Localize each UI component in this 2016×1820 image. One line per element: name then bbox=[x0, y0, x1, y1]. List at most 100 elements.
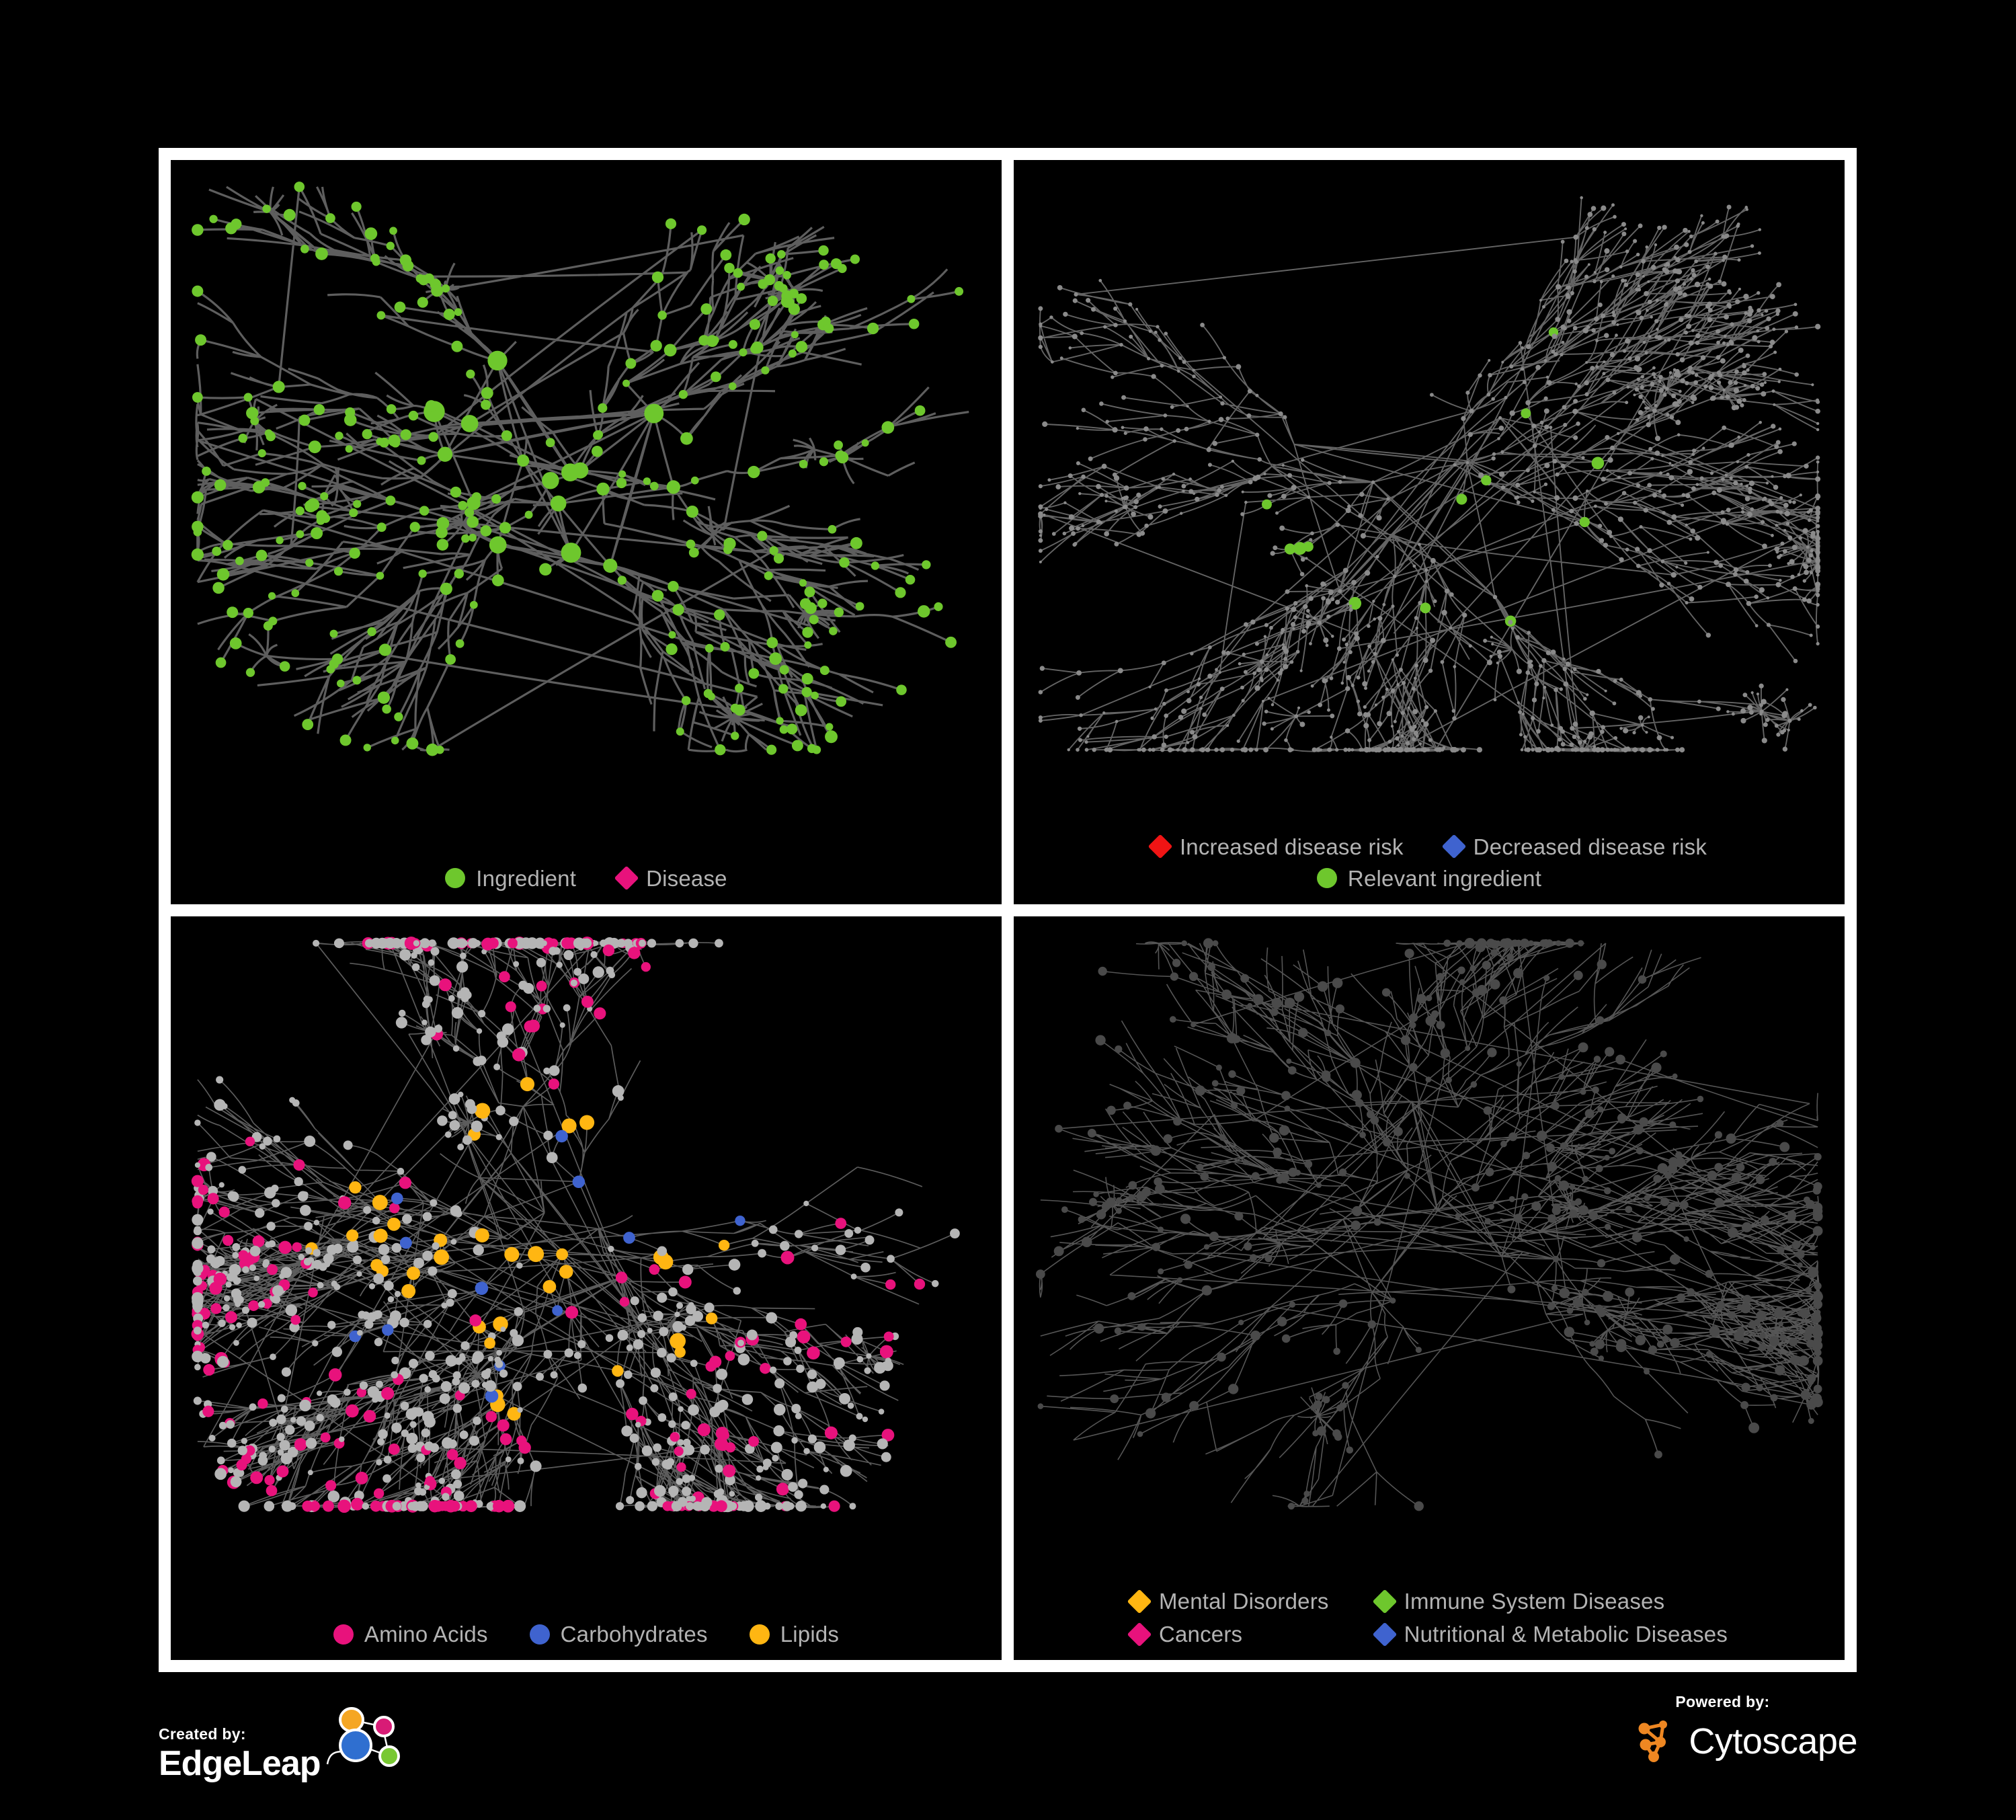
network-node[interactable] bbox=[1740, 708, 1746, 714]
network-node[interactable] bbox=[1207, 446, 1211, 450]
network-node[interactable] bbox=[443, 309, 455, 321]
network-node[interactable] bbox=[715, 1464, 723, 1473]
network-node[interactable] bbox=[1792, 586, 1798, 591]
network-node[interactable] bbox=[1648, 1345, 1658, 1354]
network-node[interactable] bbox=[357, 1329, 363, 1336]
network-node[interactable] bbox=[1038, 344, 1043, 350]
network-node[interactable] bbox=[1785, 688, 1789, 691]
network-node[interactable] bbox=[1225, 416, 1230, 421]
network-node[interactable] bbox=[1136, 492, 1141, 498]
network-node[interactable] bbox=[1396, 747, 1402, 752]
network-node[interactable] bbox=[1342, 1381, 1349, 1389]
network-node[interactable] bbox=[493, 1063, 501, 1070]
network-node[interactable] bbox=[1326, 708, 1330, 712]
network-node[interactable] bbox=[1038, 718, 1043, 723]
network-node[interactable] bbox=[266, 1485, 278, 1497]
network-node[interactable] bbox=[1648, 335, 1652, 338]
network-node[interactable] bbox=[819, 457, 829, 467]
network-node[interactable] bbox=[1741, 370, 1747, 376]
network-node[interactable] bbox=[372, 1396, 378, 1402]
network-node[interactable] bbox=[756, 1465, 764, 1472]
network-node[interactable] bbox=[1605, 1046, 1615, 1056]
network-node[interactable] bbox=[1722, 388, 1726, 392]
network-node[interactable] bbox=[1198, 677, 1201, 680]
network-node[interactable] bbox=[1816, 602, 1820, 607]
network-node[interactable] bbox=[536, 980, 547, 992]
network-node[interactable] bbox=[1648, 697, 1653, 702]
network-node[interactable] bbox=[1525, 468, 1530, 473]
network-node[interactable] bbox=[705, 1312, 718, 1324]
network-node[interactable] bbox=[704, 643, 714, 653]
network-node[interactable] bbox=[1483, 1105, 1492, 1115]
network-node[interactable] bbox=[1573, 399, 1578, 404]
network-node[interactable] bbox=[257, 1455, 268, 1466]
network-node[interactable] bbox=[1288, 1167, 1298, 1177]
network-node[interactable] bbox=[1662, 225, 1667, 230]
network-node[interactable] bbox=[291, 589, 300, 598]
network-node[interactable] bbox=[563, 949, 574, 960]
network-node[interactable] bbox=[469, 1314, 482, 1327]
network-node[interactable] bbox=[1184, 426, 1189, 432]
network-node[interactable] bbox=[437, 1115, 448, 1126]
network-node[interactable] bbox=[1215, 668, 1218, 672]
network-node[interactable] bbox=[1229, 748, 1235, 752]
network-node[interactable] bbox=[1105, 420, 1109, 424]
network-node[interactable] bbox=[1603, 333, 1609, 338]
network-node[interactable] bbox=[191, 491, 204, 504]
network-node[interactable] bbox=[456, 990, 465, 998]
network-node[interactable] bbox=[1520, 748, 1524, 752]
network-node[interactable] bbox=[1720, 510, 1725, 514]
network-node[interactable] bbox=[1586, 325, 1590, 329]
network-node[interactable] bbox=[279, 1439, 290, 1451]
network-node[interactable] bbox=[1775, 509, 1780, 514]
network-node[interactable] bbox=[1675, 268, 1681, 274]
network-node[interactable] bbox=[780, 1251, 795, 1264]
network-node[interactable] bbox=[1518, 341, 1523, 345]
network-node[interactable] bbox=[1305, 621, 1312, 626]
network-node[interactable] bbox=[1395, 653, 1400, 657]
network-node[interactable] bbox=[598, 403, 608, 413]
network-node[interactable] bbox=[766, 637, 778, 649]
network-node[interactable] bbox=[428, 959, 435, 966]
network-node[interactable] bbox=[497, 1419, 510, 1431]
network-node[interactable] bbox=[686, 505, 698, 518]
network-node[interactable] bbox=[756, 1474, 762, 1480]
network-node[interactable] bbox=[487, 937, 499, 949]
network-node[interactable] bbox=[1543, 408, 1549, 414]
network-node[interactable] bbox=[406, 737, 419, 750]
network-node[interactable] bbox=[323, 1253, 334, 1264]
network-node[interactable] bbox=[1076, 526, 1080, 531]
network-node[interactable] bbox=[1510, 627, 1515, 631]
network-node[interactable] bbox=[1144, 523, 1149, 528]
network-node[interactable] bbox=[392, 1501, 401, 1511]
network-node[interactable] bbox=[559, 1264, 573, 1279]
network-node[interactable] bbox=[541, 940, 547, 946]
network-node[interactable] bbox=[1666, 472, 1670, 477]
network-node[interactable] bbox=[1248, 479, 1253, 485]
network-node[interactable] bbox=[1191, 1021, 1197, 1027]
network-node[interactable] bbox=[335, 432, 344, 440]
network-node[interactable] bbox=[862, 1416, 869, 1422]
network-node[interactable] bbox=[1636, 1146, 1644, 1154]
network-node[interactable] bbox=[1076, 748, 1080, 752]
network-node[interactable] bbox=[499, 970, 510, 982]
network-node[interactable] bbox=[1121, 395, 1127, 400]
network-node[interactable] bbox=[325, 1479, 337, 1491]
network-node[interactable] bbox=[1181, 483, 1186, 489]
network-node[interactable] bbox=[1808, 553, 1813, 558]
network-node[interactable] bbox=[1346, 675, 1351, 680]
network-node[interactable] bbox=[1346, 602, 1350, 606]
network-node[interactable] bbox=[1323, 637, 1329, 643]
network-node[interactable] bbox=[1565, 662, 1571, 667]
network-node[interactable] bbox=[1666, 582, 1671, 586]
network-node[interactable] bbox=[501, 1499, 515, 1513]
network-node[interactable] bbox=[252, 1234, 265, 1247]
network-node[interactable] bbox=[561, 543, 581, 563]
network-node[interactable] bbox=[733, 268, 743, 278]
network-node[interactable] bbox=[615, 1501, 624, 1510]
network-node[interactable] bbox=[1160, 364, 1164, 368]
network-node[interactable] bbox=[1816, 460, 1820, 464]
network-node[interactable] bbox=[471, 1355, 481, 1364]
network-node[interactable] bbox=[1705, 633, 1711, 638]
network-node[interactable] bbox=[1637, 288, 1642, 292]
